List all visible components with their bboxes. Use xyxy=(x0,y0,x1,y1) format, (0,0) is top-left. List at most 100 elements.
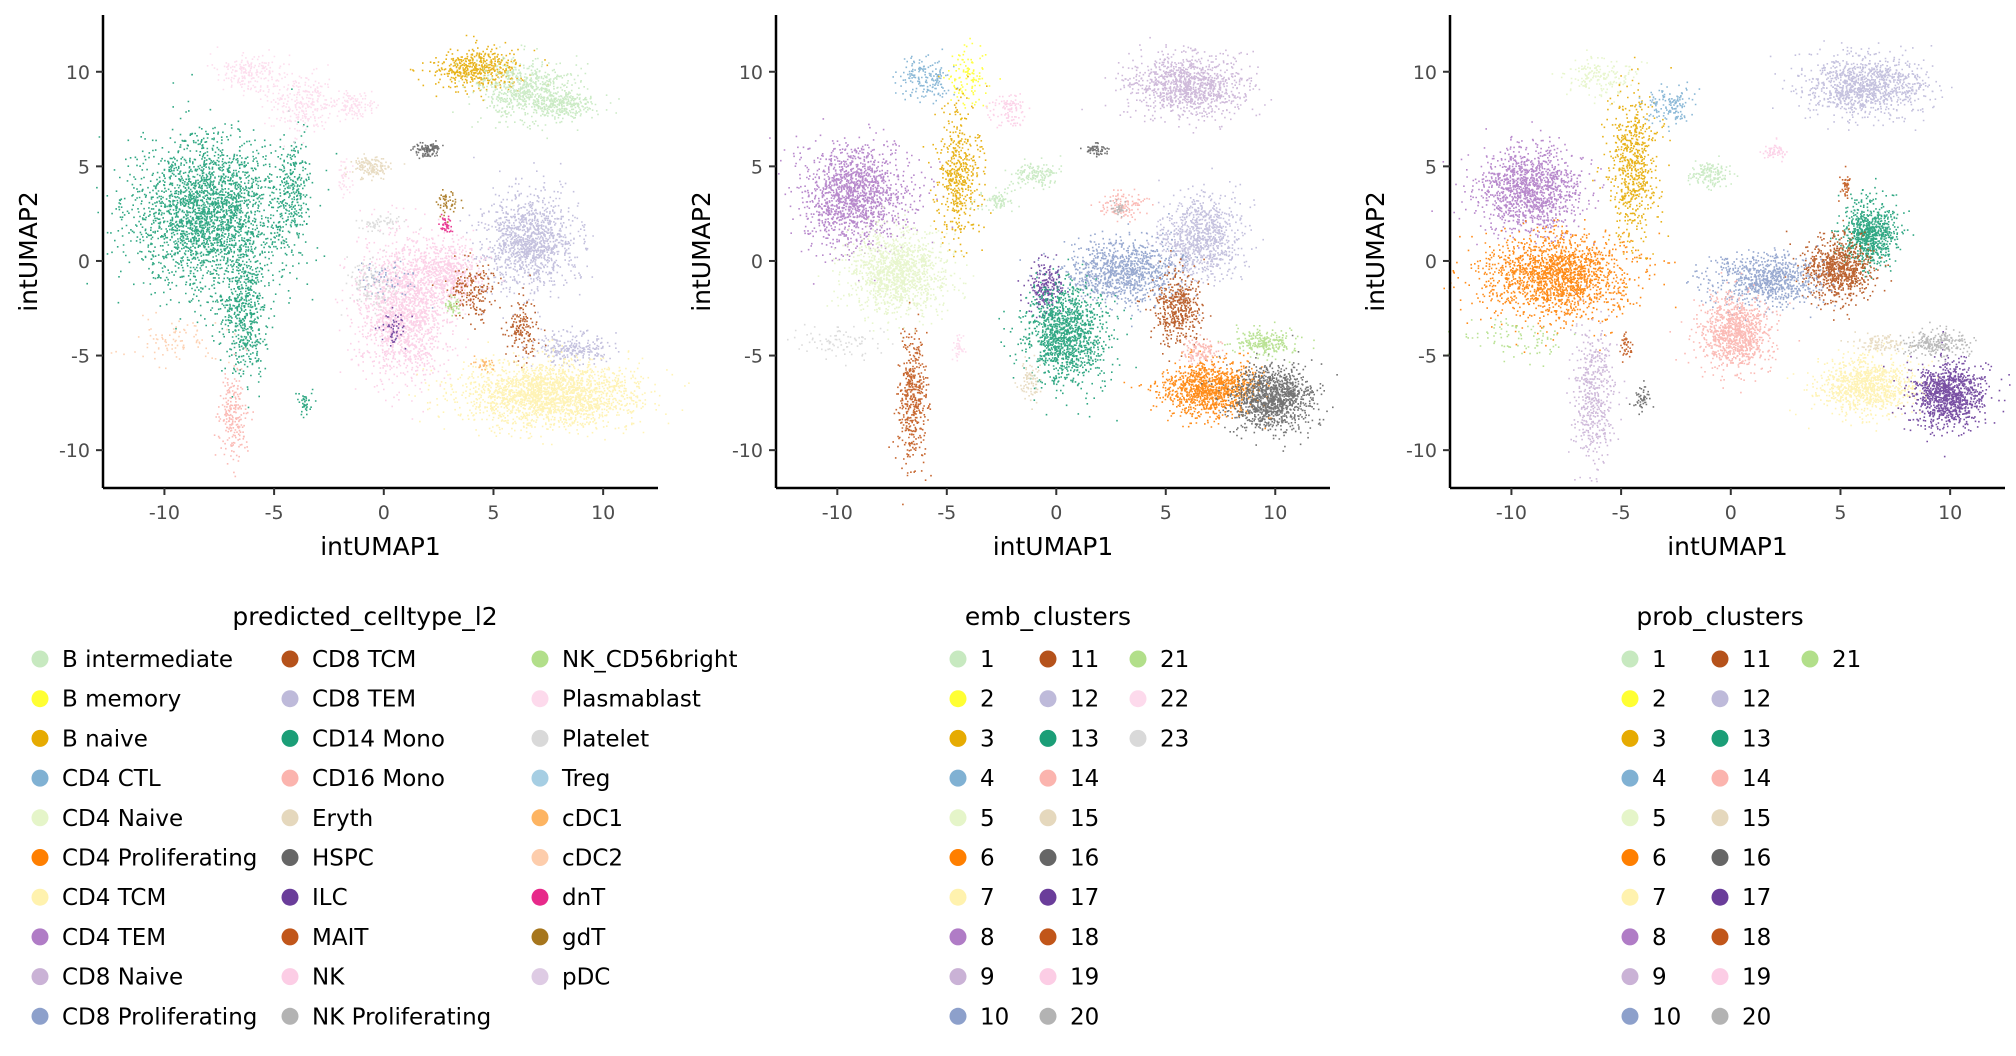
legend-title: predicted_celltype_l2 xyxy=(232,602,497,631)
legend-item: cDC2 xyxy=(531,846,623,872)
legend-label: 16 xyxy=(1070,846,1099,872)
legend-item: NK_CD56bright xyxy=(531,647,737,673)
cluster-points-21 xyxy=(1217,321,1315,363)
legend-swatch xyxy=(949,849,967,866)
cluster-points-platelet xyxy=(355,213,421,235)
x-tick-label: 5 xyxy=(1834,502,1846,524)
legend-label: 8 xyxy=(1652,925,1667,951)
legend-swatch xyxy=(1621,888,1639,906)
legend-swatch xyxy=(1711,968,1729,986)
legend-swatch xyxy=(949,809,967,827)
cluster-points-nk-cd56bright xyxy=(444,294,461,317)
legend-item: 21 xyxy=(1129,647,1189,673)
legend-label: Plasmablast xyxy=(562,687,701,713)
legend-item: 15 xyxy=(1039,806,1099,832)
y-axis-title: intUMAP2 xyxy=(1361,191,1390,312)
legend-swatch xyxy=(1039,928,1057,946)
legend-label: cDC1 xyxy=(562,806,623,832)
legend-swatch xyxy=(531,849,549,866)
cluster-points-cd8-tcm xyxy=(431,252,502,330)
y-tick-label: 10 xyxy=(1413,62,1437,84)
legend-label: 8 xyxy=(980,925,995,951)
legend-swatch xyxy=(1711,809,1729,827)
cluster-points-12 xyxy=(1769,40,1953,132)
legend-swatch xyxy=(1711,729,1729,747)
scatter-points-layer xyxy=(769,36,1338,506)
legend-swatch xyxy=(31,888,49,906)
cluster-points-19 xyxy=(1759,137,1788,163)
legend-item: 16 xyxy=(1039,846,1099,872)
umap-panel-prob-clusters: -10 -5 0 5 10 -10 -5 0 5 10 intUMAP1 intUMAP2 pro… xyxy=(1361,15,2011,1030)
legend-item: 7 xyxy=(949,885,995,911)
axis-ticks: -10 -5 0 5 10 -10 -5 0 5 10 xyxy=(59,62,615,524)
legend-item: 20 xyxy=(1711,1004,1771,1030)
axis-ticks: -10 -5 0 5 10 -10 -5 0 5 10 xyxy=(732,62,1287,524)
legend-item: B intermediate xyxy=(31,647,233,673)
cluster-points-8 xyxy=(1431,121,1605,249)
legend-swatch xyxy=(1801,650,1819,668)
legend-swatch xyxy=(949,928,967,946)
legend-item: pDC xyxy=(531,965,610,991)
legend-swatch xyxy=(1129,650,1147,668)
legend-swatch xyxy=(949,968,967,986)
legend-title: prob_clusters xyxy=(1636,602,1803,631)
cluster-points-10 xyxy=(1019,213,1201,328)
legend-label: 9 xyxy=(1652,965,1667,991)
legend-swatch xyxy=(949,769,967,787)
legend-label: CD4 Naive xyxy=(62,806,183,832)
legend-label: 1 xyxy=(1652,647,1667,673)
legend-label: CD4 TEM xyxy=(62,925,166,951)
legend-item: 8 xyxy=(949,925,995,951)
x-tick-label: -5 xyxy=(937,502,956,524)
x-tick-label: -5 xyxy=(1612,502,1631,524)
legend-label: 14 xyxy=(1742,766,1771,792)
legend-item: CD4 Proliferating xyxy=(31,846,257,872)
legend-label: 19 xyxy=(1070,965,1099,991)
legend-label: 13 xyxy=(1742,726,1771,752)
legend-swatch xyxy=(531,650,549,668)
legend-swatch xyxy=(31,650,49,668)
cluster-points-9 xyxy=(1081,36,1273,134)
cluster-points-20 xyxy=(1110,199,1128,218)
legend-label: B naive xyxy=(62,726,148,752)
y-tick-label: 0 xyxy=(1425,251,1437,273)
legend-swatch xyxy=(949,1007,967,1025)
legend-swatch xyxy=(1039,769,1057,787)
legend-label: CD8 Naive xyxy=(62,965,183,991)
y-tick-label: -10 xyxy=(732,440,763,462)
legend-label: CD16 Mono xyxy=(312,766,445,792)
cluster-points-17 xyxy=(1883,331,2011,458)
cluster-points-cdc1 xyxy=(470,355,495,373)
cluster-points-5 xyxy=(1551,49,1648,106)
legend-label: CD4 CTL xyxy=(62,766,161,792)
legend-swatch xyxy=(1621,968,1639,986)
legend-item: CD8 TCM xyxy=(281,647,416,673)
y-tick-label: -10 xyxy=(1406,440,1437,462)
legend-item: 2 xyxy=(1621,687,1667,713)
legend-title: emb_clusters xyxy=(965,602,1131,631)
legend-label: CD8 Proliferating xyxy=(62,1004,257,1030)
legend-item: CD14 Mono xyxy=(281,726,445,752)
legend-swatch xyxy=(31,729,49,747)
legend-label: CD14 Mono xyxy=(312,726,445,752)
legend-swatch xyxy=(281,849,299,866)
legend-item: 11 xyxy=(1711,647,1771,673)
legend-label: NK xyxy=(312,965,345,991)
cluster-points-cd14-mono xyxy=(86,73,338,330)
y-tick-label: 0 xyxy=(751,251,763,273)
cluster-points-cd8-tem xyxy=(522,325,620,368)
legend-label: 21 xyxy=(1832,647,1861,673)
legend-label: B memory xyxy=(62,687,181,713)
cluster-points-22 xyxy=(951,334,967,362)
cluster-points-hspc xyxy=(421,140,444,158)
legend-swatch xyxy=(949,690,967,708)
legend-label: 14 xyxy=(1070,766,1099,792)
cluster-points-10 xyxy=(1686,245,1840,321)
legend-item: Treg xyxy=(531,766,610,792)
legend-item: 12 xyxy=(1039,687,1099,713)
legend-label: 3 xyxy=(980,726,995,752)
cluster-points-6 xyxy=(1123,345,1272,430)
legend-swatch xyxy=(531,769,549,787)
